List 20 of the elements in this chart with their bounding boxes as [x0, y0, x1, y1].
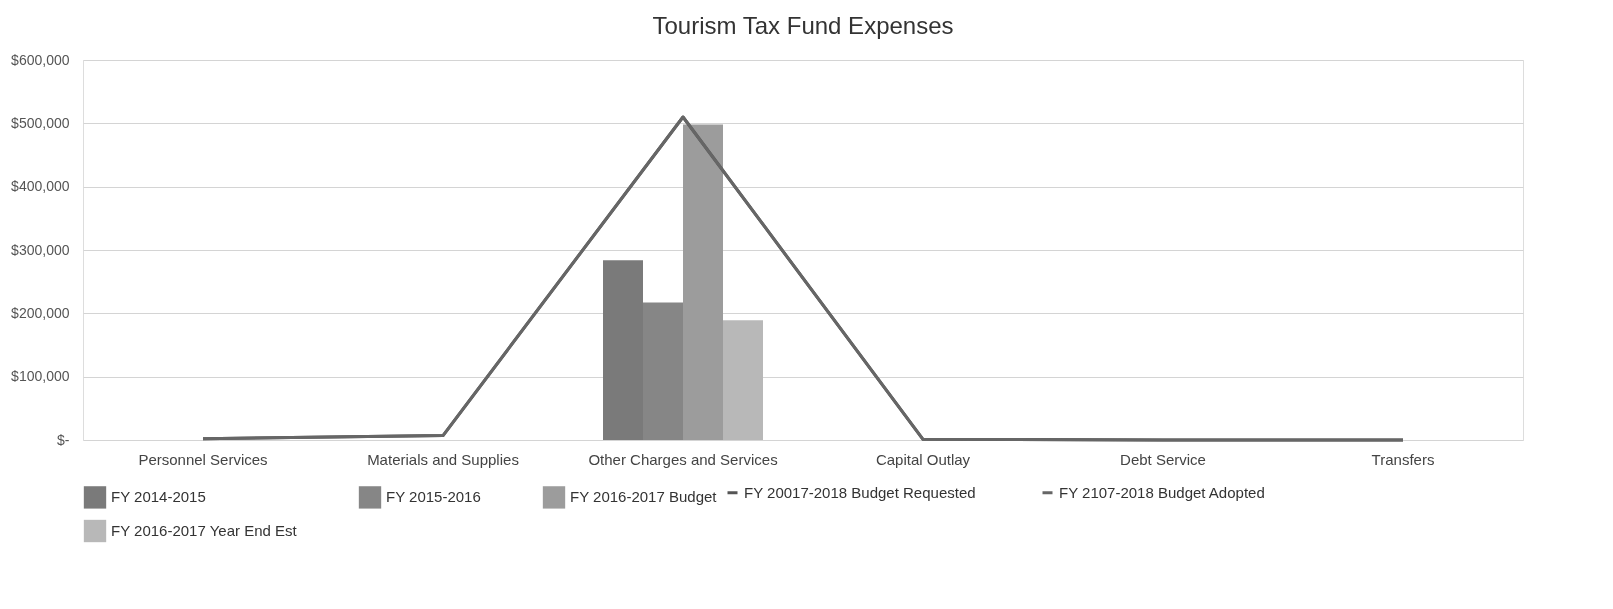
legend-label: FY 2107-2018 Budget Adopted	[1059, 483, 1265, 501]
x-tick-label: Transfers	[1371, 450, 1435, 468]
y-tick-label: $-	[57, 431, 70, 448]
x-tick-label: Debt Service	[1120, 450, 1206, 468]
y-tick-label: $400,000	[11, 178, 70, 195]
legend-label: FY 2016-2017 Budget	[570, 488, 718, 506]
x-tick-label: Other Charges and Services	[588, 450, 778, 468]
legend-label: FY 2015-2016	[386, 488, 481, 506]
y-tick-label: $600,000	[11, 51, 70, 68]
chart-title: Tourism Tax Fund Expenses	[652, 12, 954, 39]
legend-label: FY 2014-2015	[111, 488, 206, 506]
y-tick-label: $100,000	[11, 368, 70, 385]
y-tick-label: $500,000	[11, 114, 70, 131]
x-tick-label: Personnel Services	[138, 450, 268, 468]
legend-label: FY 20017-2018 Budget Requested	[744, 483, 976, 501]
x-tick-label: Materials and Supplies	[367, 450, 519, 468]
legend-label: FY 2016-2017 Year End Est	[111, 522, 298, 539]
y-tick-label: $200,000	[11, 304, 70, 321]
x-tick-label: Capital Outlay	[875, 450, 971, 468]
y-tick-label: $300,000	[11, 241, 70, 258]
